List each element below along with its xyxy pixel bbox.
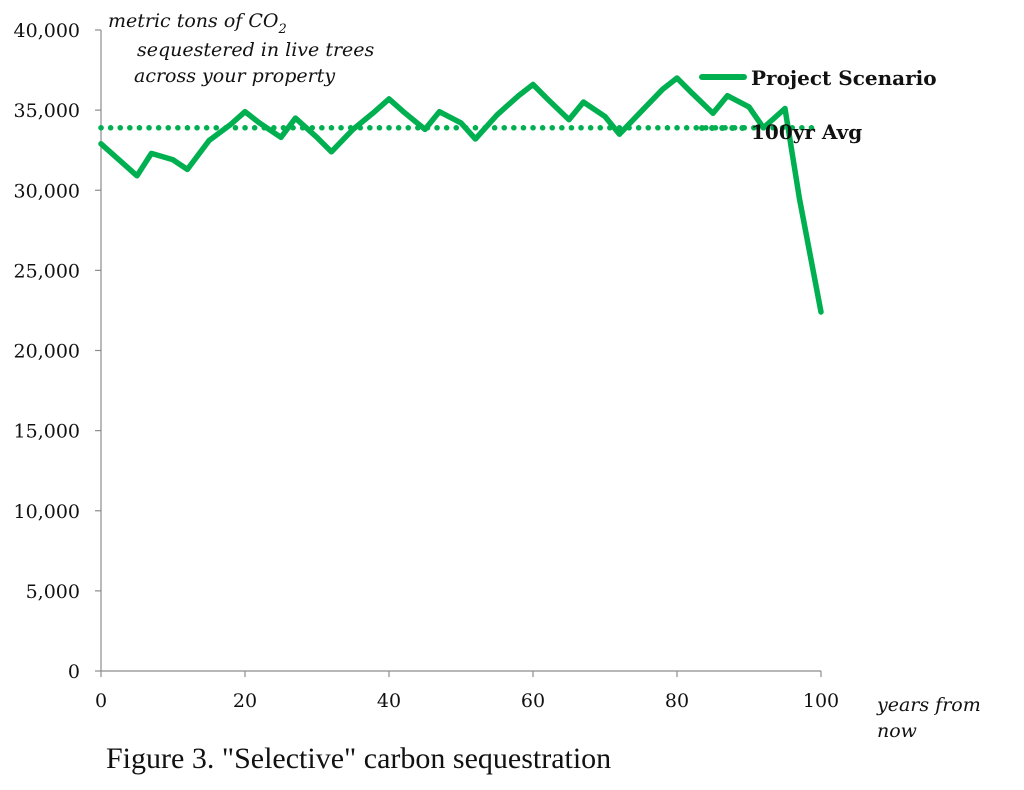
series-line-project-scenario — [98, 75, 824, 315]
legend-label-100yr-avg: 100yr Avg — [751, 120, 862, 144]
x-tick-label: 80 — [665, 690, 689, 712]
y-tick-label: 40,000 — [14, 20, 80, 42]
y-axis-label-line-3: across your property — [134, 65, 335, 87]
chart: 0 5,000 10,000 15,000 20,000 25,000 30,000 35,0… — [14, 10, 981, 740]
x-axis-label-line-1: years from — [876, 694, 981, 716]
axes: 0 5,000 10,000 15,000 20,000 25,000 30,000 35,0… — [14, 20, 840, 712]
y-tick-label: 0 — [68, 661, 80, 683]
x-tick-label: 40 — [377, 690, 401, 712]
series-layer — [98, 75, 824, 315]
y-tick-label: 30,000 — [14, 180, 80, 202]
y-tick-label: 35,000 — [14, 100, 80, 122]
x-tick-label: 100 — [803, 690, 839, 712]
x-axis-label: years from now — [876, 694, 981, 740]
y-axis-label: metric tons of CO2 sequestered in live t… — [108, 10, 375, 87]
x-axis-label-line-2: now — [877, 720, 917, 740]
y-tick-label: 15,000 — [14, 421, 80, 443]
legend-label-project-scenario: Project Scenario — [751, 66, 937, 90]
x-tick-label: 60 — [521, 690, 545, 712]
y-axis-label-line-1: metric tons of CO2 — [108, 10, 287, 37]
y-tick-label: 10,000 — [14, 501, 80, 523]
x-tick-label: 0 — [95, 690, 107, 712]
y-tick-label: 25,000 — [14, 260, 80, 282]
y-ticks: 0 5,000 10,000 15,000 20,000 25,000 30,000 35,0… — [14, 20, 101, 683]
y-tick-label: 5,000 — [26, 581, 80, 603]
x-tick-label: 20 — [233, 690, 257, 712]
figure-caption: Figure 3. "Selective" carbon sequestrati… — [106, 742, 612, 775]
y-axis-label-line-2: sequestered in live trees — [137, 39, 375, 61]
y-tick-label: 20,000 — [14, 341, 80, 363]
x-ticks: 0 20 40 60 80 100 — [95, 671, 839, 712]
legend: Project Scenario 100yr Avg — [699, 66, 937, 144]
